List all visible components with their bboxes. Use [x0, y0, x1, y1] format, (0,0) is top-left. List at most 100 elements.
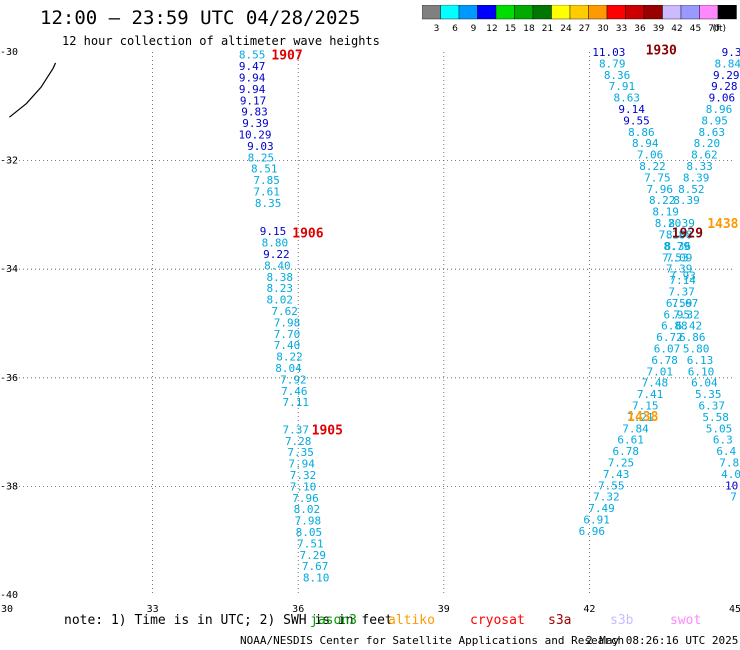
wave-height-label: 8.62	[691, 149, 718, 162]
wave-height-label: 8.79	[664, 240, 691, 253]
wave-height-label: 8.23	[267, 282, 294, 295]
colorbar-swatch	[717, 5, 737, 20]
colorbar-tick-label: 36	[634, 24, 646, 34]
satellite-legend-cryosat: cryosat	[470, 613, 525, 628]
wave-height-label: 8.36	[604, 69, 631, 82]
colorbar-tick-label: 39	[653, 24, 665, 34]
wave-height-label: 10.29	[238, 129, 271, 142]
colorbar-tick-label: 18	[523, 24, 535, 34]
x-tick-label: 30	[1, 604, 13, 615]
wave-height-label: 8.95	[701, 114, 728, 127]
wave-height-label: 9.83	[241, 106, 268, 119]
grid-lines	[7, 52, 735, 595]
wave-height-label: 8.19	[652, 206, 679, 219]
wave-height-label: 5.58	[702, 411, 729, 424]
wave-height-label: 7.32	[593, 491, 620, 504]
wave-height-label: 8.35	[255, 197, 282, 210]
wave-height-label: 7.91	[609, 80, 636, 93]
wave-height-label: 8.38	[267, 271, 294, 284]
wave-height-label: 8.39	[683, 171, 710, 184]
wave-height-label: 8.63	[614, 92, 641, 105]
pass-time-labels: 1907 1906 1905 1930 1929 1438 1438	[271, 43, 738, 438]
wave-height-label: 6.42	[676, 320, 703, 333]
wave-height-label: 8.02	[267, 294, 294, 307]
wave-height-label: 8.79	[599, 57, 626, 70]
page-subtitle: 12 hour collection of altimeter wave hei…	[62, 34, 380, 48]
wave-height-label: 7.98	[295, 515, 322, 528]
wave-height-label: 8.22	[649, 194, 676, 207]
wave-height-label: 6.07	[654, 342, 681, 355]
wave-height-label: 7.67	[672, 297, 699, 310]
wave-height-label: 7.06	[637, 149, 664, 162]
wave-height-label: 9.94	[239, 83, 266, 96]
generated-timestamp: 2 May 08:26:16 UTC 2025	[586, 634, 739, 647]
wave-height-label: 5.35	[695, 388, 722, 401]
colorbar-tick-label: 30	[597, 24, 609, 34]
wave-height-label: 8.51	[251, 163, 278, 176]
wave-height-label: 5.80	[683, 342, 710, 355]
wave-height-label: 8.20	[694, 137, 721, 150]
coastline	[9, 62, 57, 118]
wave-height-label: 6.88	[661, 320, 688, 333]
wave-height-label: 7.8	[719, 457, 739, 470]
y-tick-label: -38	[0, 481, 18, 492]
y-tick-label: -34	[0, 264, 18, 275]
wave-height-label: 7.93	[669, 270, 696, 283]
wave-height-label: 9.39	[242, 117, 269, 130]
wave-height-label: 7.32	[290, 469, 317, 482]
wave-height-label: 7.10	[290, 480, 317, 493]
x-tick-label: 36	[292, 604, 304, 615]
page-title: 12:00 – 23:59 UTC 04/28/2025	[40, 7, 361, 29]
wave-height-label: 9.14	[618, 103, 645, 116]
wave-height-label: 7.18	[659, 228, 686, 241]
wave-height-label: 9.29	[713, 69, 740, 82]
x-tick-label: 39	[438, 604, 450, 615]
wave-height-label: 8.84	[714, 57, 740, 70]
pass-time-label: 1907	[271, 49, 302, 64]
wave-height-label: 6.59	[666, 297, 693, 310]
x-tick-label: 33	[147, 604, 159, 615]
wave-height-label: 8.22	[639, 160, 666, 173]
wave-height-label: 6.4	[716, 445, 736, 458]
pass-time-label: 1438	[627, 410, 658, 425]
x-tick-label: 45	[729, 604, 740, 615]
wave-height-label: 8.86	[628, 126, 655, 139]
wave-height-label: 11.03	[592, 46, 625, 59]
wave-height-label: 8.08	[666, 228, 693, 241]
wave-height-label: 7.43	[603, 468, 630, 481]
wave-height-label: 8.39	[668, 217, 695, 230]
wave-height-label: 8.25	[248, 151, 275, 164]
wave-height-label: 6.3	[713, 434, 733, 447]
wave-height-label: 7.14	[669, 274, 696, 287]
colorbar-tick-label: 9	[471, 24, 477, 34]
wave-height-label: 9.3	[722, 46, 740, 59]
wave-height-label: 6.78	[613, 445, 640, 458]
wave-height-label: 6.04	[691, 377, 718, 390]
x-tick-label: 42	[583, 604, 595, 615]
wave-height-label: 8.02	[294, 503, 321, 516]
wave-height-label: 7.48	[642, 377, 669, 390]
colorbar-tick-label: 45	[690, 24, 701, 34]
wave-height-label: 6.37	[698, 399, 725, 412]
wave-height-label: 7.21	[627, 411, 654, 424]
wave-height-label: 6.91	[583, 514, 610, 527]
wave-height-label: 6.72	[656, 331, 683, 344]
wave-height-label: 8.22	[276, 351, 303, 364]
wave-height-label: 7.92	[280, 373, 307, 386]
wave-height-label: 10	[725, 479, 738, 492]
satellite-legend-s3a: s3a	[548, 613, 572, 628]
wave-height-label: 7.61	[253, 186, 280, 199]
wave-height-label: 8.63	[698, 126, 725, 139]
wave-height-label: 7.11	[283, 396, 310, 409]
wave-height-label: 8.05	[296, 526, 323, 539]
satellite-legend-s3b: s3b	[610, 613, 634, 628]
wave-height-label: 7.09	[666, 251, 693, 264]
colorbar-tick-label: 3	[434, 24, 440, 34]
wave-height-label: 7.37	[668, 285, 695, 298]
y-tick-label: -36	[0, 373, 18, 384]
axis-ticks: 30 33 36 39 42 45 -30 -32 -34 -36 -38 -40	[0, 47, 740, 615]
colorbar-unit: (ft)	[713, 24, 727, 34]
wave-height-label: 7.28	[285, 435, 312, 448]
color-scale-legend: 3 6 9 12 15 18 21 24 27 30 33 36 39 42 45 70(ft)	[422, 5, 737, 34]
